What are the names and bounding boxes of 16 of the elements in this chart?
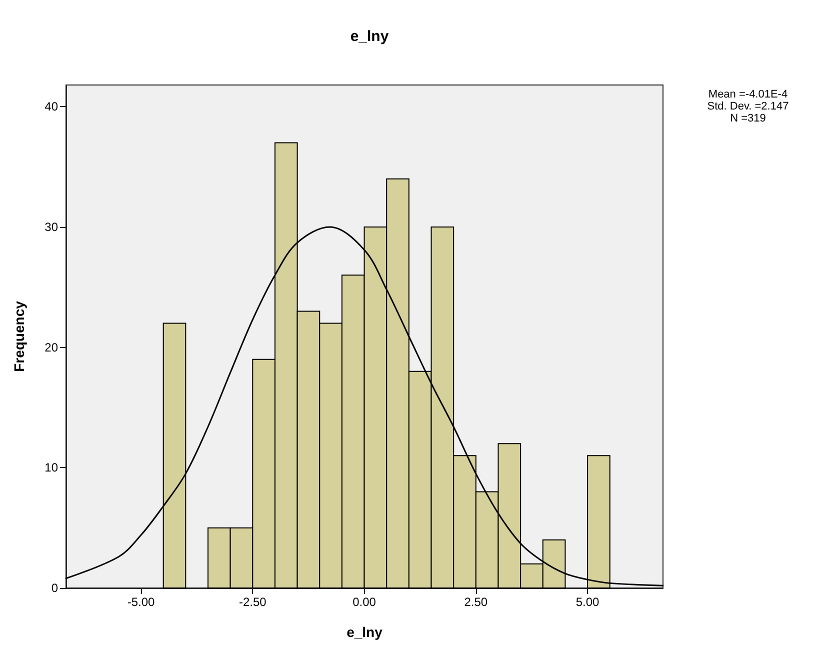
chart-title: e_lny [350,28,390,45]
x-axis-title: e_lny [346,624,383,640]
text: Std. Dev. =2.147 [707,100,789,112]
y-tick-label: 10 [44,460,58,475]
y-tick-label: 0 [51,581,58,595]
y-tick-label: 30 [44,220,58,234]
x-tick-label: -2.50 [238,595,267,609]
text: Mean =-4.01E-4 [708,88,788,100]
y-axis-title: Frequency [11,300,27,372]
x-tick-label: -5.00 [127,595,156,609]
y-tick-label: 40 [44,100,58,114]
x-tick-label: 5.00 [576,595,600,609]
text: N =319 [730,112,766,124]
x-tick-label: 0.00 [352,595,376,609]
y-tick-label: 20 [44,340,58,354]
x-tick-label: 2.50 [464,595,488,609]
